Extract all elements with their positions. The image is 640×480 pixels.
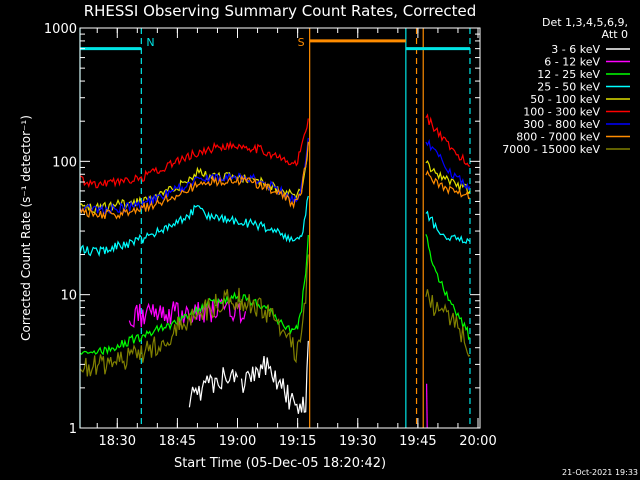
x-tick-label: 19:30 <box>339 434 376 449</box>
series-line <box>425 170 471 200</box>
legend-title: Att 0 <box>602 28 628 41</box>
data-series <box>79 113 471 429</box>
series-line <box>425 160 471 195</box>
series-line <box>79 254 309 377</box>
legend-item-label: 800 - 7000 keV <box>516 131 600 144</box>
x-axis-label: Start Time (05-Dec-05 18:20:42) <box>174 456 386 471</box>
footer-date: 21-Oct-2021 19:33 <box>562 468 638 477</box>
y-tick-label: 10 <box>60 289 77 304</box>
chart-title: RHESSI Observing Summary Count Rates, Co… <box>84 2 477 20</box>
legend-item-label: 300 - 800 keV <box>523 118 600 131</box>
legend-item-label: 50 - 100 keV <box>530 93 600 106</box>
night-marker-label: N <box>146 36 154 49</box>
x-tick-label: 18:30 <box>99 434 136 449</box>
series-line <box>425 289 471 357</box>
x-tick-label: 19:45 <box>399 434 436 449</box>
series-line <box>240 340 309 414</box>
y-tick-label: 1 <box>69 422 77 437</box>
plot-frame <box>79 27 481 429</box>
series-line <box>426 383 428 429</box>
x-axis: 18:30 18:45 19:00 19:15 19:30 19:45 20:00 <box>96 28 497 449</box>
series-line <box>79 195 309 257</box>
legend-item-label: 12 - 25 keV <box>537 68 600 81</box>
saa-marker-label: S <box>298 36 305 49</box>
series-line <box>425 210 471 245</box>
series-line <box>79 137 309 215</box>
y-tick-label: 1000 <box>44 22 77 37</box>
legend-title: Det 1,3,4,5,6,9, <box>542 16 628 29</box>
y-axis: 1 10 100 1000 <box>44 22 480 437</box>
legend-item-label: 3 - 6 keV <box>551 43 600 56</box>
series-line <box>128 298 247 328</box>
series-line <box>425 113 471 167</box>
x-tick-label: 19:15 <box>279 434 316 449</box>
x-tick-label: 18:45 <box>159 434 196 449</box>
y-axis-label: Corrected Count Rate (s⁻¹ detector⁻¹) <box>19 115 33 341</box>
x-tick-label: 20:00 <box>459 434 496 449</box>
legend-item-label: 7000 - 15000 keV <box>502 143 600 156</box>
series-line <box>79 118 309 189</box>
legend-item-label: 6 - 12 keV <box>544 56 600 69</box>
legend-item-label: 25 - 50 keV <box>537 81 600 94</box>
x-tick-label: 19:00 <box>219 434 256 449</box>
series-line <box>79 141 309 220</box>
series-line <box>425 138 471 191</box>
series-line <box>188 367 239 408</box>
y-tick-label: 100 <box>52 155 77 170</box>
legend-item-label: 100 - 300 keV <box>523 106 600 119</box>
